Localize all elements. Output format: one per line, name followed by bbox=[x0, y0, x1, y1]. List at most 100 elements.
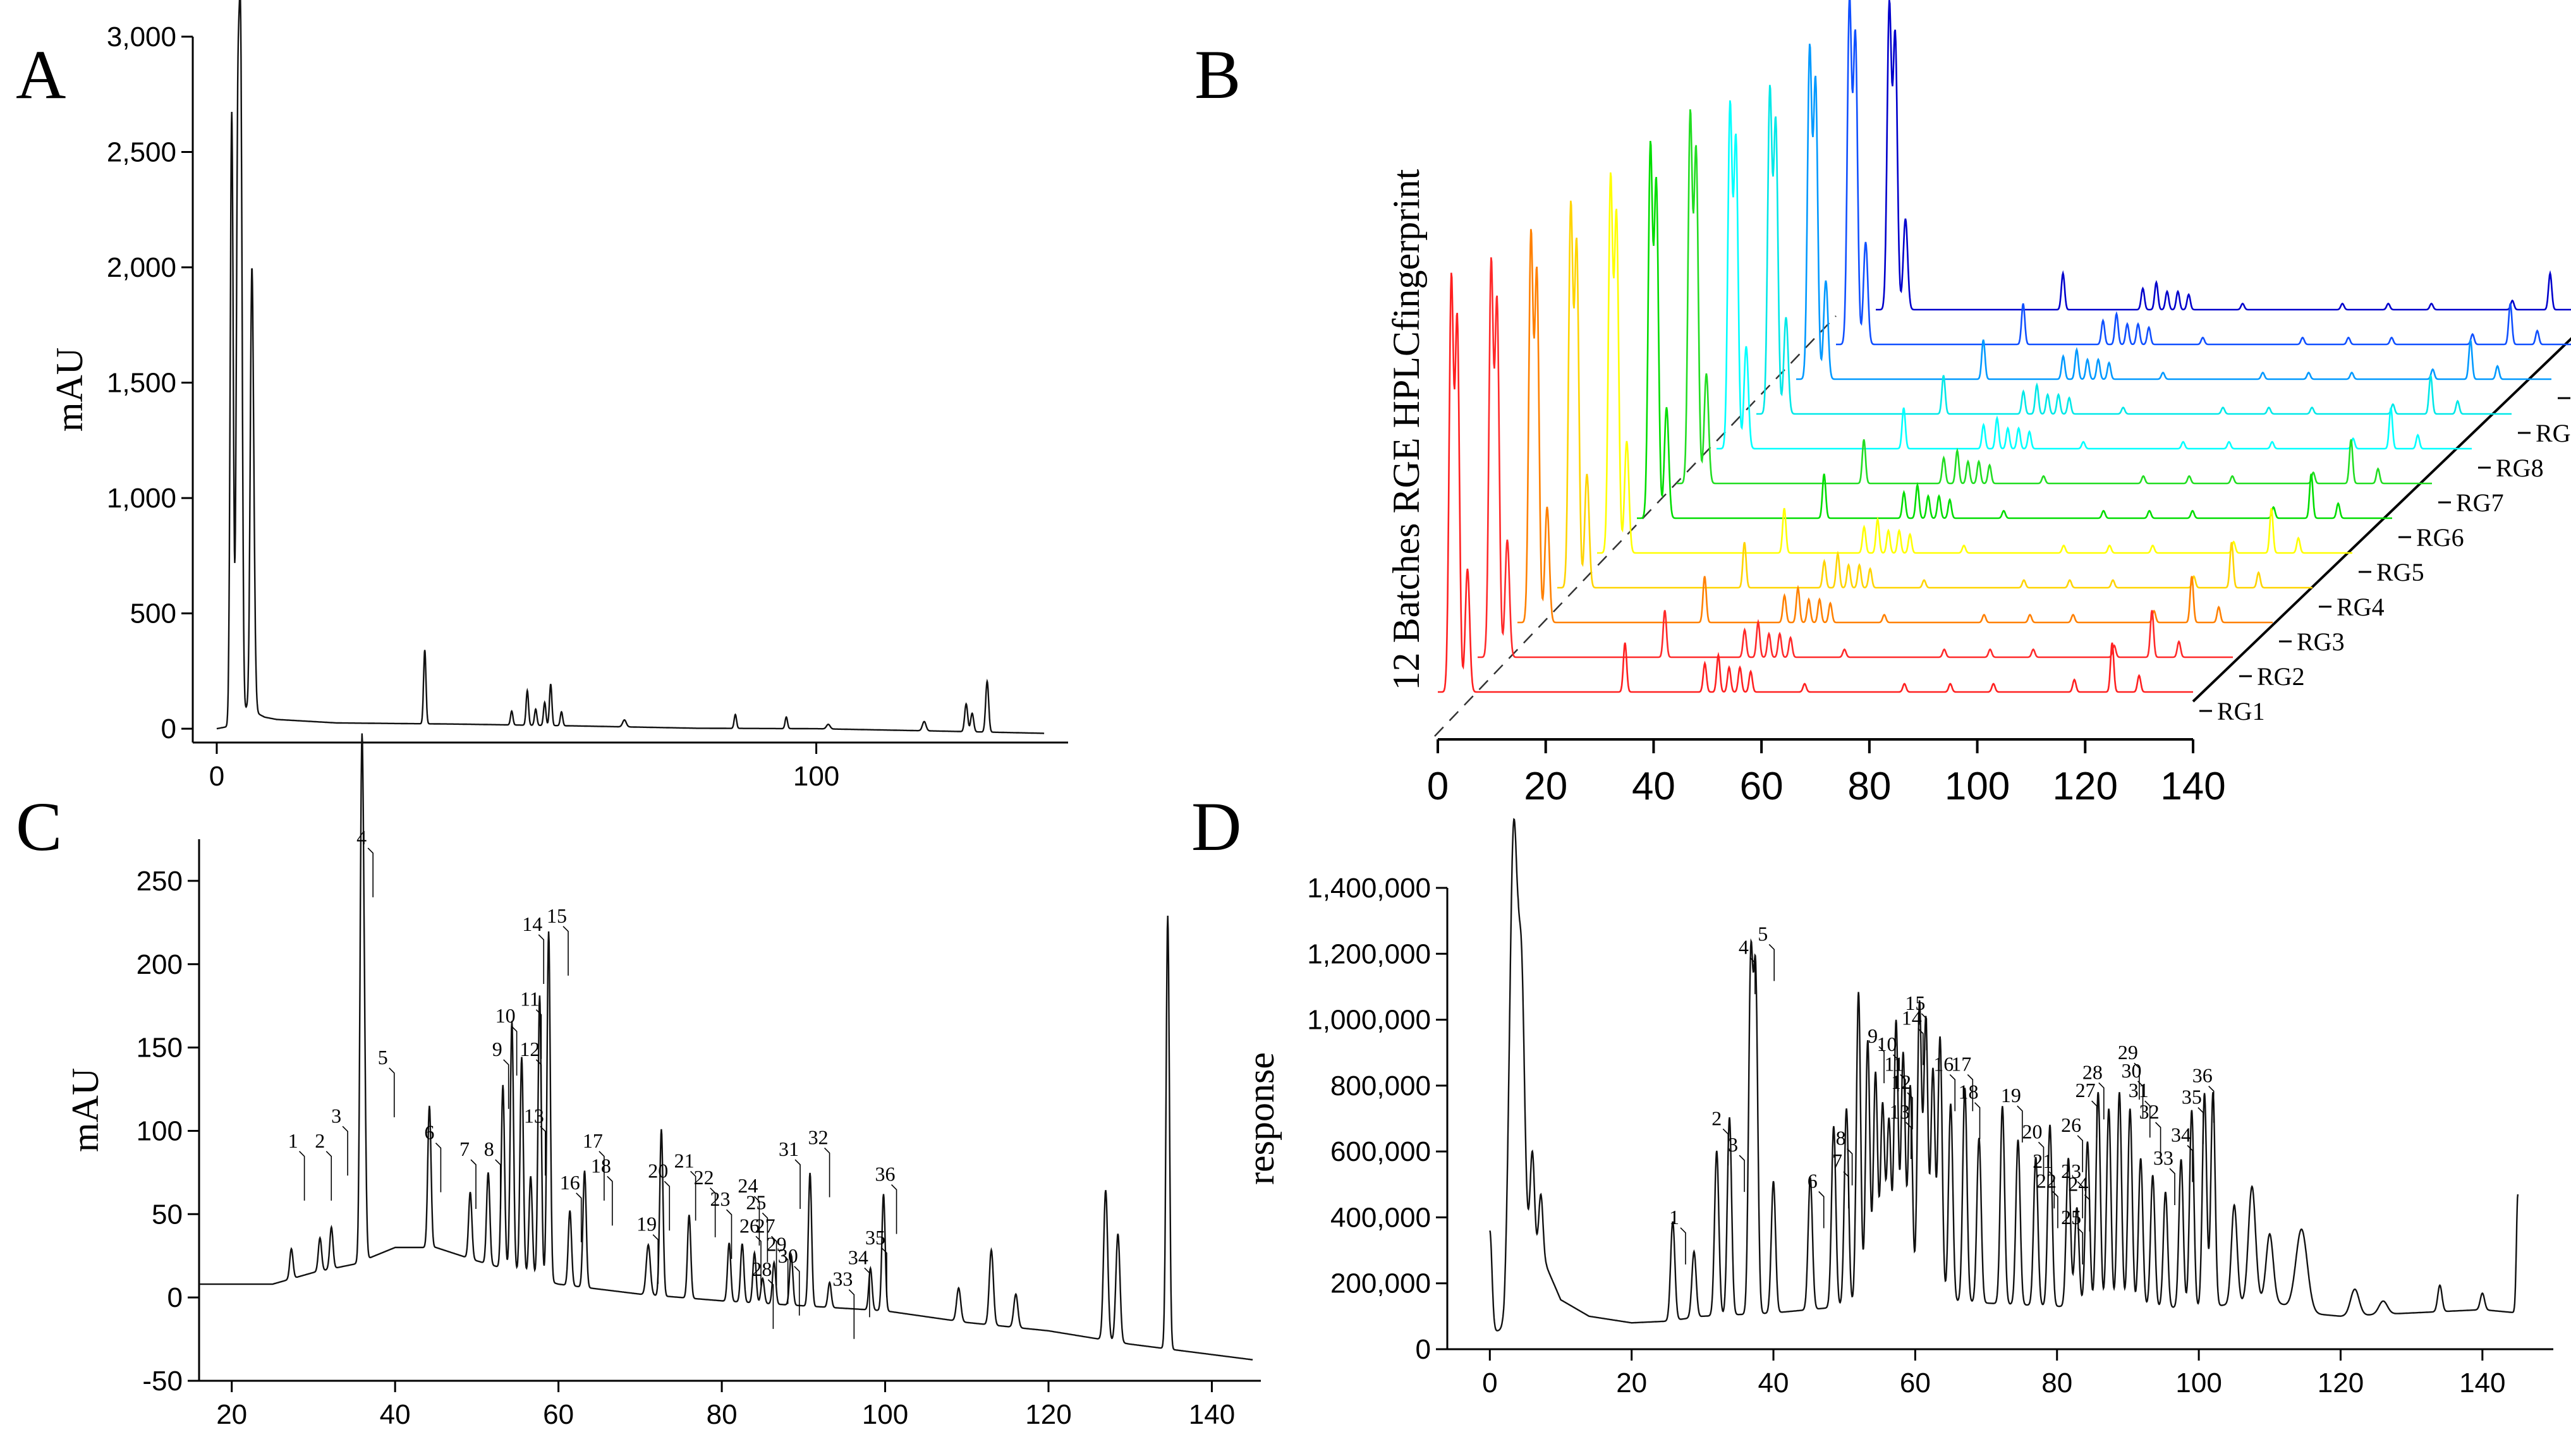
series-label-RG1: RG1 bbox=[2217, 697, 2265, 725]
x-tick-label: 40 bbox=[1758, 1368, 1789, 1398]
peak-label-30: 30 bbox=[778, 1244, 798, 1267]
peak-leader bbox=[1749, 957, 1756, 995]
peak-label-29: 29 bbox=[767, 1232, 787, 1255]
x-tick-label: 140 bbox=[1189, 1399, 1235, 1430]
peak-label-9: 9 bbox=[492, 1038, 502, 1060]
x-tick-label: 60 bbox=[1900, 1368, 1931, 1398]
chromatogram-line bbox=[216, 0, 1045, 734]
series-line-RG4 bbox=[1557, 200, 2313, 589]
peak-label-8: 8 bbox=[1836, 1127, 1846, 1150]
peak-label-34: 34 bbox=[848, 1246, 868, 1268]
peak-leader bbox=[710, 1187, 716, 1237]
panel-letter: B bbox=[1194, 36, 1241, 113]
series-line-RG11 bbox=[1836, 0, 2571, 346]
series-label-RG2: RG2 bbox=[2257, 662, 2305, 691]
peak-label-19: 19 bbox=[636, 1213, 657, 1235]
peak-label-34: 34 bbox=[2171, 1124, 2191, 1146]
peak-label-9: 9 bbox=[1868, 1024, 1878, 1047]
peak-label-7: 7 bbox=[1832, 1150, 1842, 1172]
peak-label-18: 18 bbox=[591, 1154, 611, 1177]
peak-label-4: 4 bbox=[1739, 935, 1749, 958]
peak-label-1: 1 bbox=[288, 1129, 298, 1152]
panel-letter: D bbox=[1191, 788, 1241, 865]
peak-label-14: 14 bbox=[1902, 1006, 1922, 1029]
series-line-RG9 bbox=[1756, 85, 2512, 415]
peak-leader bbox=[2137, 1081, 2144, 1118]
x-tick-label: 0 bbox=[1427, 765, 1449, 808]
y-tick-label: 1,200,000 bbox=[1307, 938, 1431, 969]
peak-label-30: 30 bbox=[2122, 1059, 2142, 1082]
peak-leader bbox=[2197, 1107, 2204, 1144]
peak-label-21: 21 bbox=[2033, 1150, 2053, 1172]
peak-leader bbox=[562, 926, 569, 976]
peak-leader bbox=[848, 1289, 855, 1339]
y-tick-label: 500 bbox=[130, 598, 176, 629]
peak-label-16: 16 bbox=[1933, 1052, 1954, 1075]
x-tick-label: 20 bbox=[1524, 765, 1567, 808]
peak-label-5: 5 bbox=[1758, 922, 1768, 945]
peak-leader bbox=[435, 1143, 442, 1192]
x-tick-label: 20 bbox=[216, 1399, 247, 1430]
y-tick-label: -50 bbox=[142, 1366, 183, 1397]
y-tick-label: 1,500 bbox=[107, 368, 176, 399]
y-tick-label: 150 bbox=[137, 1033, 183, 1064]
peak-leader bbox=[2038, 1141, 2045, 1179]
series-line-RG10 bbox=[1796, 44, 2551, 380]
peak-label-10: 10 bbox=[1877, 1033, 1897, 1055]
peak-label-22: 22 bbox=[694, 1166, 714, 1189]
peak-label-36: 36 bbox=[2192, 1064, 2213, 1087]
peak-label-31: 31 bbox=[2129, 1079, 2149, 1101]
y-tick-label: 3,000 bbox=[107, 21, 176, 52]
panel-d: 0 200,000 400,000 600,000 800,000 1,000,000 1,… bbox=[1191, 788, 2553, 1398]
y-axis-label: mAU bbox=[64, 1068, 106, 1152]
x-tick-label: 20 bbox=[1616, 1368, 1647, 1398]
panel-letter: A bbox=[16, 36, 66, 113]
peak-leader bbox=[794, 1159, 801, 1210]
series-label-RG4: RG4 bbox=[2337, 593, 2385, 621]
x-tick-label: 60 bbox=[1740, 765, 1784, 808]
peak-label-27: 27 bbox=[755, 1214, 775, 1237]
peak-label-7: 7 bbox=[459, 1138, 470, 1160]
chromatogram-line bbox=[199, 733, 1253, 1361]
peak-leader bbox=[1918, 1028, 1924, 1065]
peak-leader bbox=[367, 847, 374, 897]
y-tick-label: 2,000 bbox=[107, 252, 176, 283]
peak-leader bbox=[535, 1009, 542, 1059]
y-tick-label: 0 bbox=[161, 713, 176, 744]
x-tick-label: 60 bbox=[543, 1399, 574, 1430]
peak-leader bbox=[1818, 1191, 1825, 1228]
series-label-RG9: RG9 bbox=[2536, 419, 2571, 447]
series-line-RG3 bbox=[1517, 229, 2273, 624]
peak-leader bbox=[503, 1059, 509, 1109]
peak-leader bbox=[2208, 1086, 2215, 1123]
y-tick-label: 400,000 bbox=[1330, 1202, 1431, 1233]
peak-label-14: 14 bbox=[522, 913, 542, 935]
peak-label-2: 2 bbox=[1711, 1107, 1722, 1129]
peak-leader bbox=[511, 1026, 518, 1076]
peak-label-19: 19 bbox=[2001, 1084, 2021, 1107]
peak-label-23: 23 bbox=[2061, 1160, 2081, 1182]
x-tick-label: 120 bbox=[2318, 1368, 2364, 1398]
peak-leader bbox=[2144, 1100, 2151, 1138]
peak-label-10: 10 bbox=[495, 1004, 516, 1027]
peak-label-24: 24 bbox=[738, 1174, 758, 1197]
y-tick-label: 600,000 bbox=[1330, 1136, 1431, 1167]
peak-label-33: 33 bbox=[2153, 1146, 2173, 1169]
series-line-RG5 bbox=[1597, 172, 2352, 554]
x-tick-label: 0 bbox=[209, 761, 224, 792]
peak-leader bbox=[2052, 1191, 2058, 1228]
peak-label-27: 27 bbox=[2076, 1079, 2096, 1101]
peak-leader bbox=[1949, 1074, 1956, 1112]
panel-b: 020406080100120140RG12RG11RG10RG9RG8RG7R… bbox=[1194, 0, 2571, 808]
peak-leader bbox=[576, 1192, 582, 1242]
peak-leader bbox=[2084, 1194, 2091, 1232]
peak-leader bbox=[664, 1180, 671, 1231]
peak-leader bbox=[753, 1196, 760, 1246]
peak-leader bbox=[1892, 1054, 1899, 1092]
y-axis-label: response bbox=[1240, 1052, 1282, 1185]
peak-leader bbox=[1843, 1171, 1849, 1209]
peak-label-32: 32 bbox=[808, 1126, 829, 1149]
y-tick-label: 200,000 bbox=[1330, 1268, 1431, 1299]
series-line-RG6 bbox=[1637, 140, 2392, 519]
